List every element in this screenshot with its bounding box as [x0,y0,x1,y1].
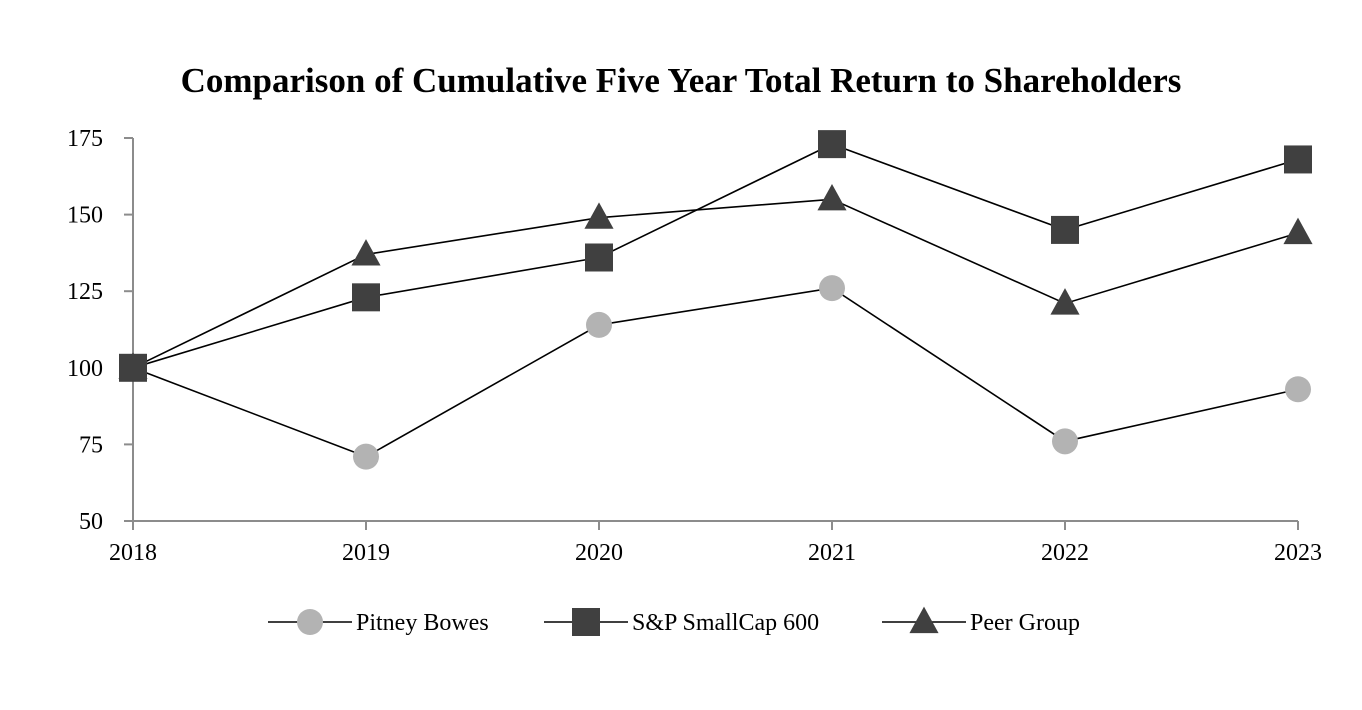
series-line-1 [132,143,1299,369]
data-point-2-4 [1050,288,1080,315]
series-lines [132,143,1299,458]
data-point-1-5 [1284,145,1312,174]
data-point-1-2 [585,243,613,272]
data-point-2-3 [817,183,847,211]
y-tick-label: 100 [67,356,103,382]
data-point-1-3 [818,130,846,159]
legend-label: Peer Group [970,610,1080,636]
series-line-2 [132,198,1299,369]
data-point-2-1 [351,239,381,266]
axes: 50 75 100 125 150 175 2018 2019 2020 2021 2022 2023 [67,126,1322,566]
x-tick-label: 2023 [1274,540,1322,566]
data-point-2-5 [1283,217,1313,245]
legend-label: Pitney Bowes [356,610,489,636]
x-tick-label: 2020 [575,540,623,566]
y-tick-label: 75 [79,432,103,458]
x-tick-label: 2022 [1041,540,1089,566]
data-point-0-1 [353,443,379,470]
series-line-0 [132,287,1299,458]
data-point-0-4 [1052,428,1078,455]
data-point-1-1 [352,283,380,312]
y-tick-label: 175 [67,126,103,152]
data-point-2-0 [118,352,148,379]
legend: Pitney Bowes S&P SmallCap 600 Peer Group [268,606,1080,636]
x-tick-label: 2019 [342,540,390,566]
legend-marker-0 [297,609,323,635]
data-point-0-2 [586,311,612,338]
chart-title: Comparison of Cumulative Five Year Total… [181,61,1182,100]
y-tick-label: 125 [67,279,103,305]
x-tick-label: 2018 [109,540,157,566]
data-point-2-2 [584,202,614,229]
y-tick-label: 50 [79,509,103,535]
legend-label: S&P SmallCap 600 [632,610,819,636]
data-point-0-5 [1285,376,1311,403]
legend-marker-2 [909,606,939,634]
legend-marker-1 [572,608,600,636]
y-tick-label: 150 [67,203,103,229]
x-tick-label: 2021 [808,540,856,566]
data-point-0-3 [819,275,845,302]
data-point-1-4 [1051,215,1079,244]
series-markers [118,130,1313,470]
